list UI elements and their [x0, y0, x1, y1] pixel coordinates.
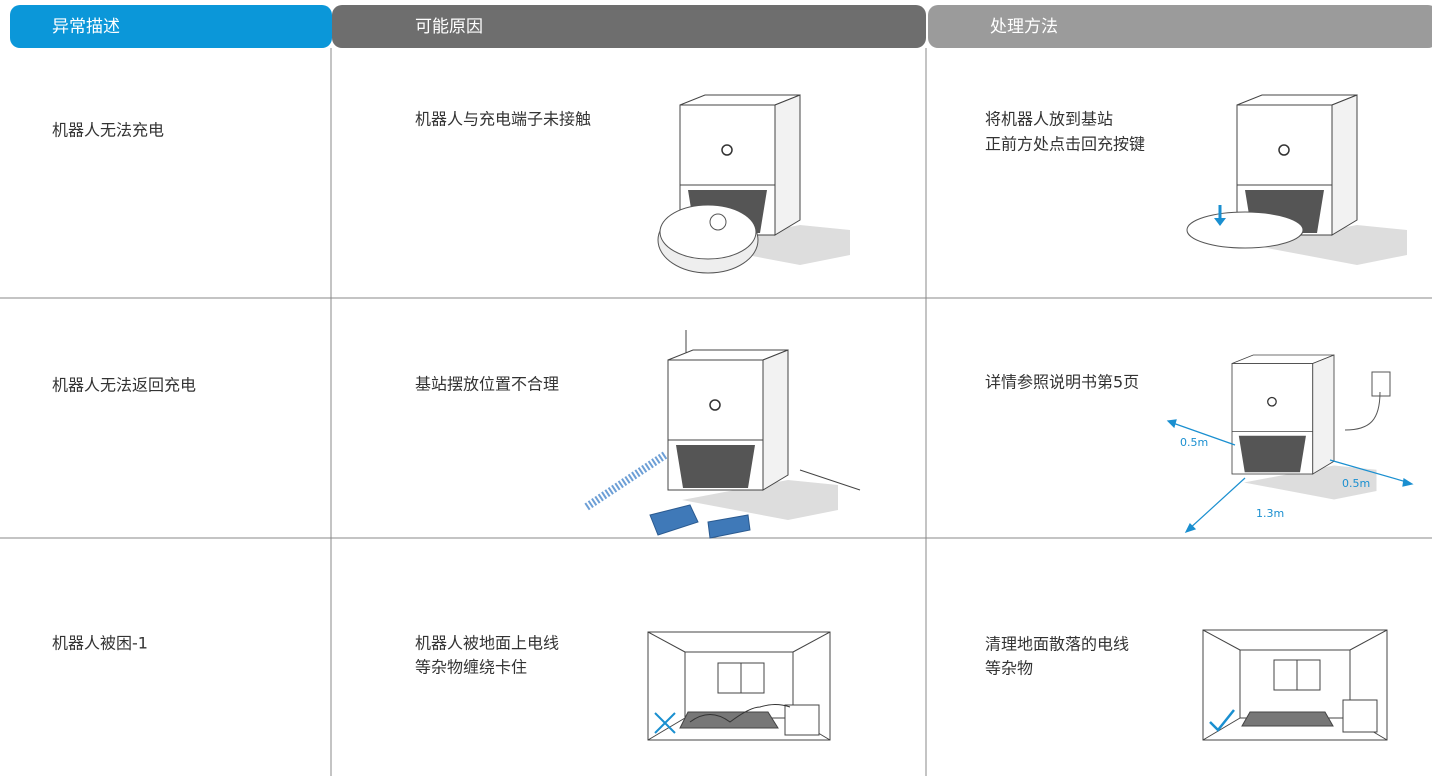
solution: 将机器人放到基站 — [985, 110, 1113, 129]
cause: 机器人被地面上电线 — [415, 634, 559, 653]
figure-label: 0.5m — [1180, 436, 1208, 449]
cause: 机器人与充电端子未接触 — [415, 110, 591, 129]
solution: 详情参照说明书第5页 — [985, 373, 1139, 392]
solution: 正前方处点击回充按键 — [985, 135, 1145, 154]
illustration — [657, 94, 1408, 274]
header-text: 异常描述 — [52, 17, 120, 37]
header-text: 处理方法 — [990, 17, 1058, 37]
header-text: 可能原因 — [415, 17, 483, 37]
illustration — [647, 629, 1388, 741]
problem: 机器人无法返回充电 — [52, 376, 196, 395]
figure-label: 1.3m — [1256, 507, 1284, 520]
illustration: 0.5m 0.5m 1.3m — [582, 330, 1414, 539]
header-cell — [10, 5, 332, 48]
header-cell — [928, 5, 1432, 48]
solution: 等杂物 — [985, 659, 1033, 678]
problem: 机器人无法充电 — [52, 121, 164, 140]
header-cell — [332, 5, 926, 48]
cause: 基站摆放位置不合理 — [415, 375, 559, 394]
solution: 清理地面散落的电线 — [985, 635, 1129, 654]
table-grid — [0, 48, 1432, 776]
figure-label: 0.5m — [1342, 477, 1370, 490]
cause: 等杂物缠绕卡住 — [415, 658, 527, 677]
problem: 机器人被困-1 — [52, 634, 148, 653]
